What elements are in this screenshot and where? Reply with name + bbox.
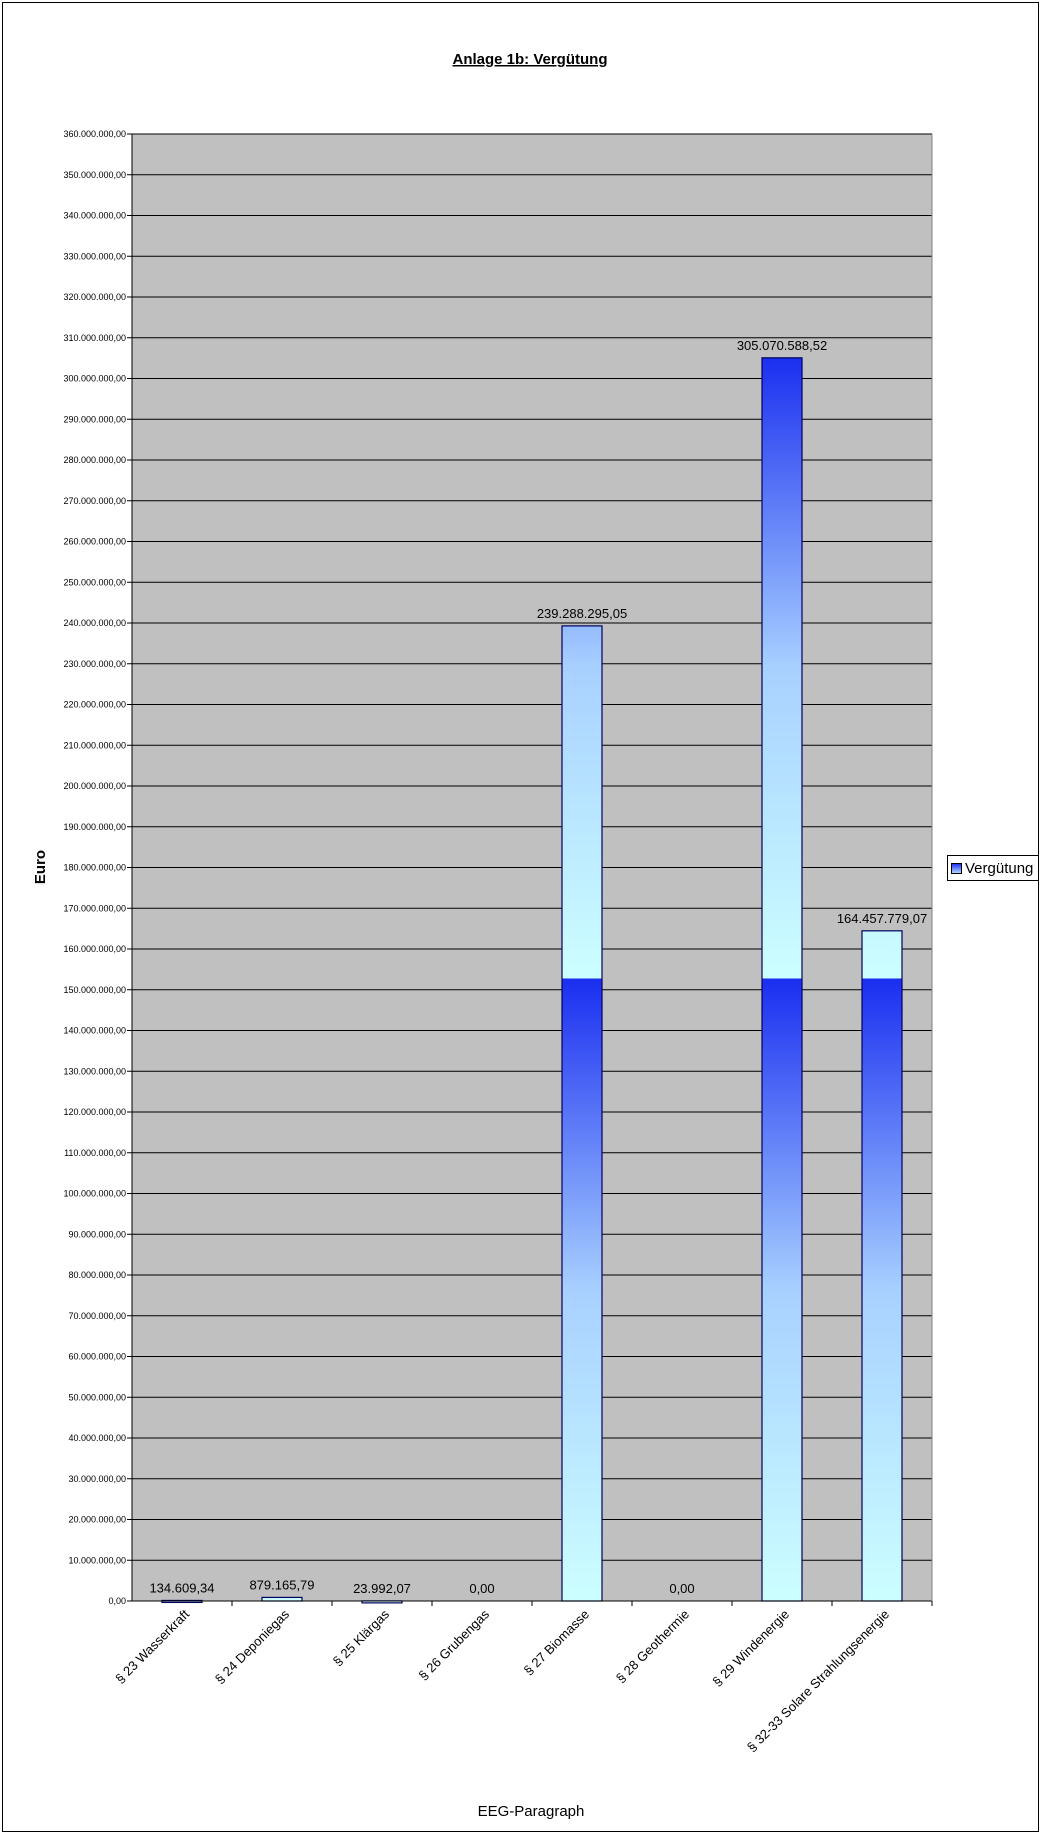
- y-tick-label: 320.000.000,00: [63, 292, 126, 302]
- y-tick-label: 350.000.000,00: [63, 170, 126, 180]
- x-tick-label: § 28 Geothermie: [613, 1607, 692, 1686]
- y-tick-label: 250.000.000,00: [63, 577, 126, 587]
- x-tick-labels: § 23 Wasserkraft § 24 Deponiegas § 25 Klär…: [112, 1606, 892, 1754]
- y-tick-label: 10.000.000,00: [68, 1555, 126, 1565]
- y-tick-label: 80.000.000,00: [68, 1270, 126, 1280]
- y-tick-labels: 0,00 10.000.000,00 20.000.000,00 30.000.000…: [63, 129, 126, 1606]
- y-tick-label: 220.000.000,00: [63, 700, 126, 710]
- y-tick-label: 270.000.000,00: [63, 496, 126, 506]
- y-tick-label: 290.000.000,00: [63, 414, 126, 424]
- data-label: 0,00: [669, 1581, 694, 1596]
- y-tick-label: 170.000.000,00: [63, 903, 126, 913]
- y-tick-label: 30.000.000,00: [68, 1474, 126, 1484]
- y-tick-label: 130.000.000,00: [63, 1066, 126, 1076]
- data-label: 134.609,34: [149, 1580, 214, 1595]
- y-tick-label: 110.000.000,00: [64, 1148, 126, 1158]
- data-label: 879.165,79: [249, 1577, 314, 1592]
- data-labels: 134.609,34 879.165,79 23.992,07 0,00 239.288…: [149, 338, 927, 1596]
- data-label: 0,00: [469, 1581, 494, 1596]
- y-tick-label: 300.000.000,00: [63, 374, 126, 384]
- x-axis-label: EEG-Paragraph: [478, 1803, 585, 1820]
- y-tick-label: 330.000.000,00: [63, 251, 126, 261]
- chart-title: Anlage 1b: Vergütung: [452, 51, 607, 68]
- data-label: 239.288.295,05: [537, 606, 627, 621]
- y-tick-label: 230.000.000,00: [63, 659, 126, 669]
- y-tick-label: 280.000.000,00: [63, 455, 126, 465]
- x-tick-label: § 26 Grubengas: [416, 1606, 493, 1683]
- bars-layer: [161, 357, 903, 1604]
- y-tick-label: 310.000.000,00: [63, 333, 126, 343]
- y-tick-label: 60.000.000,00: [68, 1352, 126, 1362]
- y-tick-label: 20.000.000,00: [68, 1515, 126, 1525]
- y-tick-label: 100.000.000,00: [63, 1189, 126, 1199]
- y-tick-label: 90.000.000,00: [68, 1229, 126, 1239]
- x-tick-label: § 27 Biomasse: [521, 1607, 592, 1678]
- data-label: 164.457.779,07: [837, 911, 927, 926]
- legend-label: Vergütung: [965, 859, 1034, 877]
- y-tick-label: 50.000.000,00: [68, 1392, 126, 1402]
- y-axis-label: Euro: [32, 850, 49, 884]
- y-tick-label: 150.000.000,00: [63, 985, 126, 995]
- bar: [561, 625, 603, 1602]
- x-tick-label: § 29 Windenergie: [709, 1607, 792, 1690]
- y-tick-label: 240.000.000,00: [63, 618, 126, 628]
- y-tick-label: 260.000.000,00: [63, 537, 126, 547]
- y-tick-label: 200.000.000,00: [63, 781, 126, 791]
- y-tick-label: 70.000.000,00: [68, 1311, 126, 1321]
- legend-swatch-icon: [951, 862, 962, 874]
- legend: Vergütung: [947, 855, 1039, 881]
- y-tick-label: 180.000.000,00: [63, 863, 126, 873]
- x-tick-label: § 25 Klärgas: [330, 1606, 393, 1669]
- y-tick-label: 360.000.000,00: [63, 129, 126, 139]
- y-tick-label: 40.000.000,00: [68, 1433, 126, 1443]
- y-tick-label: 160.000.000,00: [63, 944, 126, 954]
- data-label: 23.992,07: [353, 1581, 411, 1596]
- y-tick-label: 140.000.000,00: [63, 1026, 126, 1036]
- axes-layer: [127, 133, 933, 1606]
- y-tick-label: 0,00: [108, 1596, 126, 1606]
- bar: [861, 930, 903, 1602]
- x-tick-label: § 23 Wasserkraft: [112, 1606, 192, 1686]
- data-label: 305.070.588,52: [737, 338, 827, 353]
- bar: [261, 1596, 303, 1602]
- y-tick-label: 210.000.000,00: [63, 740, 126, 750]
- y-tick-label: 190.000.000,00: [63, 822, 126, 832]
- x-tick-label: § 24 Deponiegas: [212, 1606, 292, 1686]
- y-tick-label: 120.000.000,00: [63, 1107, 126, 1117]
- bar: [761, 357, 803, 1602]
- y-tick-label: 340.000.000,00: [63, 211, 126, 221]
